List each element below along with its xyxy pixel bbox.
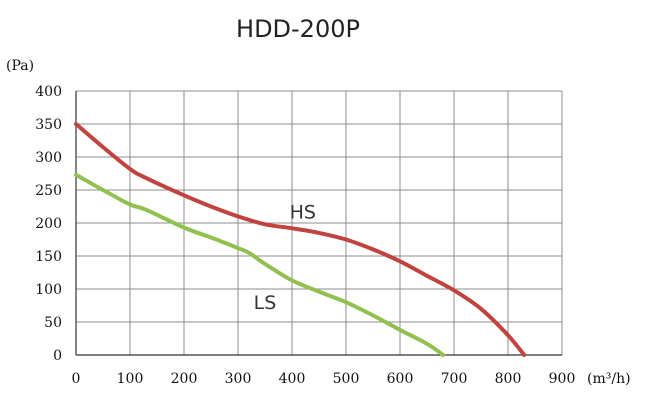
y-tick-label: 400	[35, 84, 62, 100]
x-tick-label: 900	[549, 371, 576, 387]
x-tick-label: 600	[387, 371, 414, 387]
x-tick-label: 400	[279, 371, 306, 387]
series-label-ls: LS	[254, 292, 277, 314]
y-tick-label: 350	[35, 117, 62, 133]
grid	[75, 90, 563, 356]
x-tick-label: 700	[441, 371, 468, 387]
series-label-hs: HS	[290, 201, 316, 223]
y-tick-label: 300	[35, 150, 62, 166]
x-tick-label: 800	[495, 371, 522, 387]
x-tick-label: 0	[72, 371, 81, 387]
y-tick-label: 100	[35, 282, 62, 298]
y-tick-label: 150	[35, 249, 62, 265]
y-tick-label: 250	[35, 183, 62, 199]
y-axis-unit: (Pa)	[6, 58, 34, 74]
x-tick-label: 100	[117, 371, 144, 387]
x-tick-label: 500	[333, 371, 360, 387]
y-tick-label: 200	[35, 216, 62, 232]
chart-title: HDD-200P	[236, 15, 360, 43]
series-labels: HS LS	[254, 201, 316, 313]
x-tick-label: 300	[225, 371, 252, 387]
x-axis-unit: (m³/h)	[587, 371, 631, 387]
y-tick-label: 0	[53, 348, 62, 364]
series-lines	[74, 122, 527, 357]
y-tick-label: 50	[44, 315, 62, 331]
series-line-ls	[74, 172, 446, 357]
series-line-hs	[74, 122, 527, 357]
tick-labels: 0 100 200 300 400 500 600 700 800 900 0 50 100 150 200…	[35, 84, 575, 387]
x-tick-label: 200	[171, 371, 198, 387]
